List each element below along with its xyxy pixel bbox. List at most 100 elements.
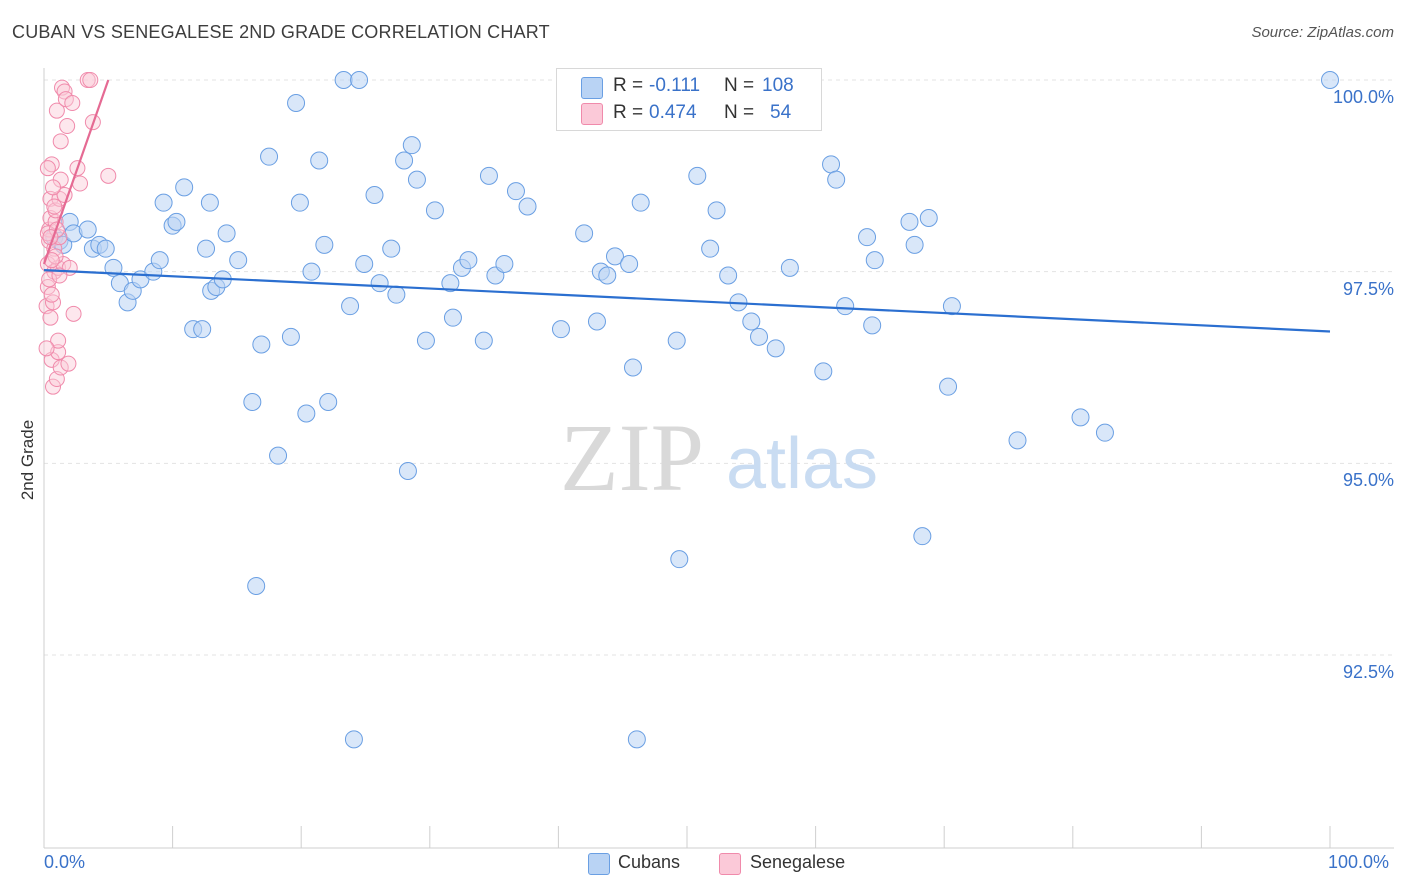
legend-n-value-cubans: 108 bbox=[762, 75, 794, 96]
data-point-senegalese bbox=[42, 309, 59, 326]
data-point-cubans bbox=[281, 327, 300, 346]
data-point-cubans bbox=[310, 151, 329, 170]
bottom-legend-swatch-cubans bbox=[588, 853, 610, 875]
bottom-legend-label-cubans: Cubans bbox=[618, 852, 681, 872]
data-point-senegalese bbox=[59, 118, 76, 134]
legend-r-label-cubans: R = bbox=[613, 75, 644, 96]
data-point-cubans bbox=[863, 316, 882, 335]
data-point-senegalese bbox=[43, 286, 60, 303]
chart-title: CUBAN VS SENEGALESE 2ND GRADE CORRELATIO… bbox=[12, 22, 550, 42]
data-point-cubans bbox=[370, 274, 389, 293]
data-point-cubans bbox=[443, 308, 462, 327]
trend-line-cubans bbox=[43, 269, 1331, 333]
data-point-cubans bbox=[766, 339, 785, 358]
data-point-cubans bbox=[627, 730, 646, 749]
data-point-cubans bbox=[836, 297, 855, 316]
data-point-cubans bbox=[865, 251, 884, 270]
data-point-senegalese bbox=[65, 305, 82, 322]
data-point-cubans bbox=[398, 462, 417, 480]
data-point-cubans bbox=[939, 377, 958, 396]
gridlines bbox=[44, 79, 1394, 656]
watermark-zip: ZIP bbox=[560, 404, 704, 511]
data-point-cubans bbox=[365, 186, 384, 204]
data-point-cubans bbox=[260, 147, 279, 166]
data-point-cubans bbox=[518, 197, 537, 216]
data-point-cubans bbox=[441, 274, 460, 293]
data-point-cubans bbox=[319, 393, 338, 411]
data-point-cubans bbox=[315, 235, 334, 254]
data-point-cubans bbox=[425, 201, 444, 220]
data-point-cubans bbox=[814, 362, 833, 381]
data-point-senegalese bbox=[41, 271, 58, 288]
data-point-cubans bbox=[104, 258, 123, 277]
data-point-cubans bbox=[150, 251, 169, 270]
data-point-cubans bbox=[688, 166, 707, 185]
data-point-cubans bbox=[942, 297, 961, 316]
data-point-cubans bbox=[416, 331, 435, 350]
trend-lines bbox=[42, 79, 1331, 333]
data-point-cubans bbox=[247, 577, 266, 595]
data-point-cubans bbox=[858, 228, 877, 247]
data-point-cubans bbox=[167, 212, 186, 231]
data-point-cubans bbox=[670, 550, 689, 569]
bottom-legend-swatch-senegalese bbox=[719, 853, 741, 875]
legend-r-value-cubans: -0.111 bbox=[649, 75, 701, 96]
data-point-cubans bbox=[154, 193, 173, 212]
data-point-senegalese bbox=[82, 72, 99, 88]
data-point-cubans bbox=[402, 136, 421, 155]
data-point-cubans bbox=[919, 209, 938, 227]
x-tick-label-min: 0.0% bbox=[44, 852, 86, 872]
data-point-cubans bbox=[474, 331, 493, 350]
data-point-cubans bbox=[229, 251, 248, 270]
data-point-cubans bbox=[407, 170, 426, 189]
data-point-cubans bbox=[905, 235, 924, 254]
data-point-senegalese bbox=[38, 340, 55, 357]
data-point-cubans bbox=[78, 220, 97, 239]
data-point-cubans bbox=[193, 320, 212, 339]
data-point-cubans bbox=[387, 285, 406, 304]
data-point-cubans bbox=[598, 266, 617, 285]
data-point-cubans bbox=[495, 255, 514, 273]
data-point-senegalese bbox=[45, 378, 62, 395]
data-point-cubans bbox=[344, 730, 363, 749]
y-tick-label: 92.5% bbox=[1342, 662, 1394, 682]
data-point-cubans bbox=[243, 393, 262, 411]
data-point-cubans bbox=[479, 166, 498, 185]
data-point-cubans bbox=[355, 255, 374, 273]
legend-r-label-senegalese: R = bbox=[613, 102, 644, 123]
data-point-cubans bbox=[780, 258, 799, 277]
data-point-cubans bbox=[1321, 71, 1339, 89]
bottom-legend-label-senegalese: Senegalese bbox=[750, 852, 846, 872]
data-point-senegalese bbox=[50, 332, 67, 349]
watermark: ZIP atlas bbox=[560, 404, 878, 511]
data-point-cubans bbox=[217, 224, 236, 243]
data-point-cubans bbox=[827, 170, 846, 189]
legend-swatch-cubans bbox=[581, 77, 603, 99]
data-point-senegalese bbox=[46, 198, 63, 215]
watermark-atlas: atlas bbox=[726, 424, 878, 504]
data-point-senegalese bbox=[64, 95, 81, 111]
data-point-cubans bbox=[252, 335, 271, 354]
trend-line-senegalese bbox=[42, 79, 110, 265]
data-point-cubans bbox=[631, 193, 650, 212]
y-tick-label: 97.5% bbox=[1342, 278, 1394, 299]
source-label: Source: ZipAtlas.com bbox=[1251, 24, 1394, 41]
data-point-senegalese bbox=[48, 102, 65, 119]
data-point-senegalese bbox=[60, 355, 77, 372]
data-point-cubans bbox=[297, 404, 316, 423]
data-point-cubans bbox=[96, 239, 115, 258]
data-point-cubans bbox=[707, 201, 726, 220]
data-point-cubans bbox=[587, 312, 606, 331]
data-point-cubans bbox=[913, 527, 932, 546]
data-point-cubans bbox=[334, 71, 353, 89]
data-point-cubans bbox=[395, 151, 414, 170]
series-cubans-points bbox=[45, 71, 1339, 749]
legend-n-label-senegalese: N = bbox=[724, 102, 755, 123]
axes bbox=[43, 68, 1394, 849]
data-point-cubans bbox=[667, 331, 686, 350]
data-point-cubans bbox=[605, 247, 624, 266]
data-point-senegalese bbox=[100, 167, 117, 184]
data-point-cubans bbox=[551, 320, 570, 339]
data-point-cubans bbox=[1095, 423, 1114, 442]
